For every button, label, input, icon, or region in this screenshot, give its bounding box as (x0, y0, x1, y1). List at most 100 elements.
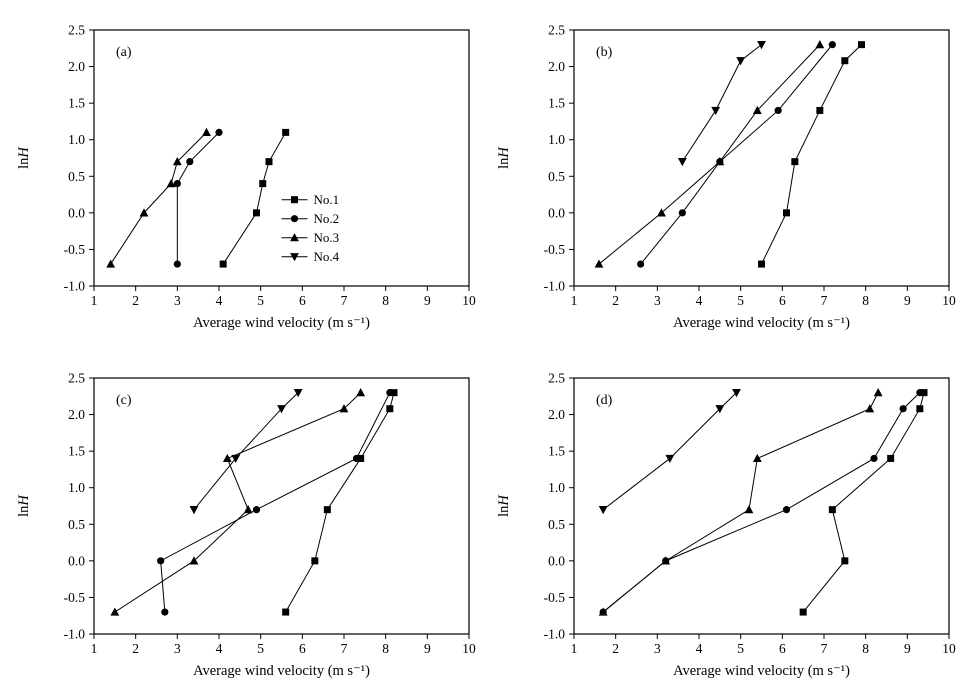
x-tick-label: 5 (257, 641, 264, 656)
marker-triangle-up (598, 607, 608, 616)
series-line-No.3 (114, 392, 362, 613)
marker-triangle-down (290, 253, 299, 262)
marker-circle (678, 209, 686, 217)
axes-frame (573, 377, 950, 635)
marker-triangle-down (732, 389, 741, 398)
marker-triangle-up (202, 127, 211, 136)
panel-c: 1 2 3 4 5 6 7 8 9 10 -1.0 -0.5 0.0 0.5 1.0 1.5 2.0 2.5 Ave… (6, 352, 481, 694)
marker-square (311, 557, 319, 565)
series-line-No.4 (681, 44, 762, 162)
panel-b: 1 2 3 4 5 6 7 8 9 10 -1.0 -0.5 0.0 0.5 1.0 1.5 2.0 2.5 Ave… (486, 4, 961, 346)
x-tick-label: 4 (216, 641, 223, 656)
marker-square (791, 158, 799, 166)
marker-triangle-up (715, 157, 725, 166)
marker-triangle-up (815, 40, 825, 49)
series-line-No.1 (761, 44, 862, 265)
marker-triangle-down (677, 158, 687, 167)
x-tick-label: 10 (942, 641, 956, 656)
legend-label: No.1 (314, 192, 340, 207)
x-tick-label: 1 (571, 293, 578, 308)
marker-triangle-up (865, 404, 875, 413)
x-tick-label: 9 (904, 293, 911, 308)
marker-triangle-down (715, 405, 725, 414)
marker-triangle-up (172, 157, 182, 166)
x-tick-label: 3 (174, 293, 181, 308)
marker-triangle-down (757, 41, 766, 50)
x-tick-label: 6 (779, 641, 786, 656)
panel-label: (b) (596, 45, 613, 60)
y-tick-label: 0.0 (548, 205, 565, 220)
marker-square (323, 506, 331, 514)
y-tick-label: 1.5 (68, 96, 85, 111)
axes-frame (93, 377, 470, 635)
marker-square (916, 405, 924, 413)
y-axis-label: lnH (496, 494, 512, 517)
panel-a: 1 2 3 4 5 6 7 8 9 10 -1.0 -0.5 0.0 0.5 1.0 1.5 2.0 2.5 Ave… (6, 4, 481, 346)
series-line-No.2 (160, 392, 391, 613)
marker-circle (828, 41, 836, 49)
x-tick-label: 6 (779, 293, 786, 308)
marker-triangle-up (243, 505, 253, 514)
x-tick-label: 10 (942, 293, 956, 308)
marker-square (265, 158, 273, 166)
marker-square (828, 506, 836, 514)
y-tick-label: 0.0 (548, 553, 565, 568)
marker-square (282, 128, 290, 136)
marker-triangle-up (594, 259, 604, 268)
marker-triangle-up (873, 388, 883, 397)
marker-triangle-up (752, 105, 762, 115)
panel-label: (a) (116, 45, 132, 60)
marker-triangle-up (752, 453, 762, 463)
marker-circle (215, 128, 223, 136)
x-tick-label: 8 (862, 293, 869, 308)
marker-circle (161, 608, 169, 616)
marker-square (841, 557, 849, 565)
marker-square (920, 389, 928, 397)
marker-circle (386, 389, 394, 397)
x-tick-label: 3 (174, 641, 181, 656)
marker-triangle-down (665, 454, 675, 464)
marker-square (858, 41, 865, 49)
series-line-No.2 (602, 392, 921, 613)
marker-circle (252, 506, 261, 514)
x-tick-label: 4 (216, 293, 223, 308)
x-tick-label: 6 (299, 293, 306, 308)
marker-triangle-down (293, 389, 303, 398)
x-tick-label: 7 (341, 293, 348, 308)
series-line-No.3 (598, 44, 821, 265)
y-tick-label: 2.5 (68, 23, 85, 38)
y-tick-label: -1.0 (64, 627, 86, 642)
y-axis-label: lnH (16, 146, 32, 169)
x-tick-label: 8 (862, 641, 869, 656)
y-tick-label: 1.0 (68, 480, 85, 495)
y-tick-label: 2.5 (548, 371, 565, 386)
panel-d-plot: 1 2 3 4 5 6 7 8 9 10 -1.0 -0.5 0.0 0.5 1.0 1.5 2.0 2.5 Ave… (496, 371, 956, 680)
y-tick-label: 0.5 (548, 517, 565, 532)
marker-triangle-down (277, 405, 286, 414)
x-axis-label: Average wind velocity (m s⁻¹) (193, 315, 370, 331)
axes-frame (93, 29, 470, 287)
marker-circle (870, 454, 878, 463)
panel-a-plot: 1 2 3 4 5 6 7 8 9 10 -1.0 -0.5 0.0 0.5 1.0 1.5 2.0 2.5 Ave… (16, 23, 476, 332)
x-tick-label: 2 (612, 293, 619, 308)
marker-triangle-up (110, 607, 120, 616)
x-tick-label: 7 (821, 293, 828, 308)
marker-square (282, 608, 290, 616)
legend-label: No.2 (314, 211, 340, 226)
y-tick-label: 1.0 (548, 480, 565, 495)
marker-square (758, 260, 765, 268)
y-tick-label: -1.0 (64, 279, 86, 294)
marker-square (386, 405, 394, 413)
y-tick-label: 1.0 (548, 132, 565, 147)
marker-square (253, 209, 260, 217)
x-tick-label: 5 (737, 641, 744, 656)
legend-label: No.3 (314, 230, 340, 245)
marker-square (357, 454, 365, 462)
x-axis-label: Average wind velocity (m s⁻¹) (673, 315, 850, 331)
x-axis-label: Average wind velocity (m s⁻¹) (673, 663, 850, 679)
marker-triangle-down (711, 106, 721, 116)
y-axis-label: lnH (16, 494, 32, 517)
legend: No.1 No.2 No.3 No.4 (281, 192, 340, 264)
marker-triangle-up (222, 453, 232, 463)
